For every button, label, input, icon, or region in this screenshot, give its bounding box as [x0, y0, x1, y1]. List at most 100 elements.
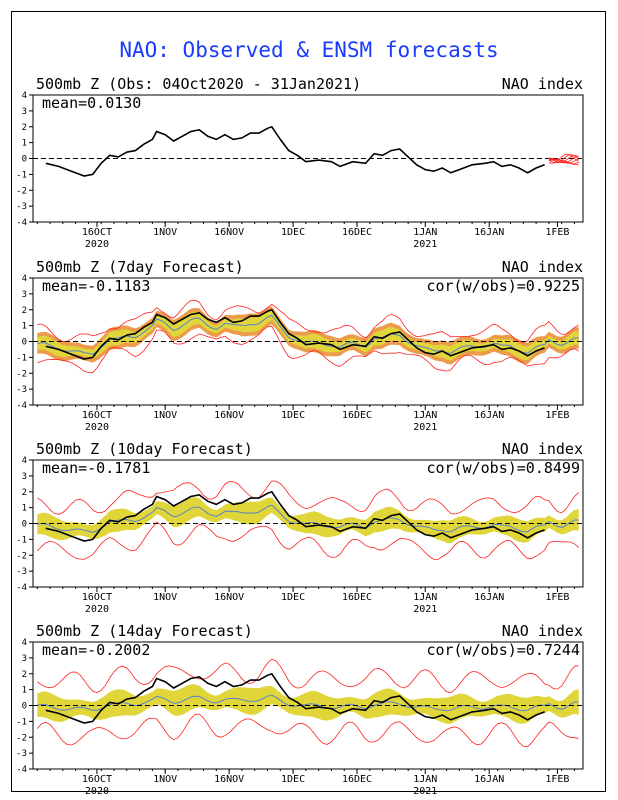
panel-title: 500mb Z (14day Forecast)	[36, 622, 253, 640]
y-tick-label: -1	[16, 535, 27, 545]
panel-title: 500mb Z (Obs: 04Oct2020 - 31Jan2021)	[36, 75, 361, 93]
mean-label: mean=0.0130	[42, 94, 141, 112]
panel-1	[29, 277, 584, 410]
spread-band	[37, 310, 579, 361]
y-tick-label: 1	[22, 139, 27, 149]
mean-label: mean=-0.1781	[42, 459, 150, 477]
y-tick-label: 3	[22, 654, 27, 664]
x-tick-label: 16NOV	[214, 774, 244, 785]
x-tick-label: 16DEC	[342, 227, 372, 238]
y-tick-label: -1	[16, 717, 27, 727]
member-lower-line	[36, 713, 579, 748]
index-label: NAO index	[502, 258, 583, 276]
x-tick-label: 16JAN	[474, 227, 504, 238]
y-tick-label: -3	[16, 749, 27, 759]
y-tick-label: 3	[22, 290, 27, 300]
x-tick-year: 2021	[413, 604, 437, 615]
y-tick-label: 0	[22, 155, 27, 165]
y-tick-label: -4	[16, 765, 27, 775]
x-tick-label: 1DEC	[281, 227, 305, 238]
panel-0	[29, 94, 584, 227]
cor-label: cor(w/obs)=0.8499	[426, 459, 580, 477]
x-tick-label: 1NOV	[153, 592, 177, 603]
member-lower-line	[37, 521, 579, 560]
x-tick-label: 16NOV	[214, 410, 244, 421]
mean-label: mean=-0.1183	[42, 277, 150, 295]
x-tick-label: 16OCT	[82, 410, 112, 421]
y-tick-label: -2	[16, 369, 27, 379]
member-upper-line	[37, 480, 579, 515]
y-tick-label: 1	[22, 322, 27, 332]
y-tick-label: -4	[16, 218, 27, 228]
mean-label: mean=-0.2002	[42, 641, 150, 659]
y-tick-label: 0	[22, 338, 27, 348]
y-tick-label: -4	[16, 401, 27, 411]
x-tick-label: 1FEB	[545, 774, 569, 785]
forecast-member-line	[548, 153, 579, 164]
x-tick-year: 2020	[85, 786, 109, 797]
y-tick-label: -2	[16, 733, 27, 743]
x-tick-label: 16DEC	[342, 774, 372, 785]
y-tick-label: -2	[16, 551, 27, 561]
y-tick-label: 3	[22, 107, 27, 117]
y-tick-label: 4	[22, 91, 27, 101]
x-tick-year: 2021	[413, 239, 437, 250]
x-tick-label: 1NOV	[153, 774, 177, 785]
x-tick-label: 1DEC	[281, 592, 305, 603]
x-tick-label: 1JAN	[413, 227, 437, 238]
panel-title: 500mb Z (7day Forecast)	[36, 258, 244, 276]
x-tick-label: 1NOV	[153, 410, 177, 421]
x-tick-label: 16DEC	[342, 592, 372, 603]
x-tick-label: 16NOV	[214, 227, 244, 238]
x-tick-label: 16OCT	[82, 774, 112, 785]
cor-label: cor(w/obs)=0.7244	[426, 641, 580, 659]
y-tick-label: -1	[16, 170, 27, 180]
index-label: NAO index	[502, 622, 583, 640]
x-tick-label: 16JAN	[474, 592, 504, 603]
y-tick-label: -3	[16, 385, 27, 395]
member-lower-line	[37, 325, 579, 374]
index-label: NAO index	[502, 440, 583, 458]
index-label: NAO index	[502, 75, 583, 93]
y-tick-label: -2	[16, 186, 27, 196]
y-tick-label: 4	[22, 638, 27, 648]
x-tick-year: 2020	[85, 422, 109, 433]
x-tick-label: 1DEC	[281, 774, 305, 785]
x-tick-year: 2021	[413, 786, 437, 797]
x-tick-label: 1NOV	[153, 227, 177, 238]
x-tick-label: 1FEB	[545, 227, 569, 238]
member-upper-line	[37, 299, 579, 343]
x-tick-label: 1JAN	[413, 592, 437, 603]
spread-band	[37, 497, 579, 544]
observed-line	[45, 672, 545, 724]
observed-line	[45, 125, 545, 177]
panel-title: 500mb Z (10day Forecast)	[36, 440, 253, 458]
y-tick-label: 1	[22, 504, 27, 514]
x-tick-label: 1FEB	[545, 410, 569, 421]
y-tick-label: 2	[22, 306, 27, 316]
x-tick-label: 1DEC	[281, 410, 305, 421]
x-tick-label: 1JAN	[413, 410, 437, 421]
panel-2	[29, 459, 584, 592]
y-tick-label: 2	[22, 123, 27, 133]
y-tick-label: -3	[16, 567, 27, 577]
y-tick-label: 3	[22, 472, 27, 482]
x-tick-year: 2020	[85, 604, 109, 615]
panel-3	[29, 641, 584, 774]
member-upper-line	[37, 658, 579, 694]
x-tick-label: 16JAN	[474, 774, 504, 785]
x-tick-label: 16NOV	[214, 592, 244, 603]
cor-label: cor(w/obs)=0.9225	[426, 277, 580, 295]
observed-line	[45, 490, 545, 542]
y-tick-label: 4	[22, 456, 27, 466]
x-tick-label: 16OCT	[82, 592, 112, 603]
ensemble-mean-line	[37, 694, 579, 712]
x-tick-label: 16DEC	[342, 410, 372, 421]
y-tick-label: 1	[22, 686, 27, 696]
figure-title: NAO: Observed & ENSM forecasts	[119, 38, 499, 62]
x-tick-year: 2020	[85, 239, 109, 250]
y-tick-label: 4	[22, 274, 27, 284]
x-tick-label: 16OCT	[82, 227, 112, 238]
